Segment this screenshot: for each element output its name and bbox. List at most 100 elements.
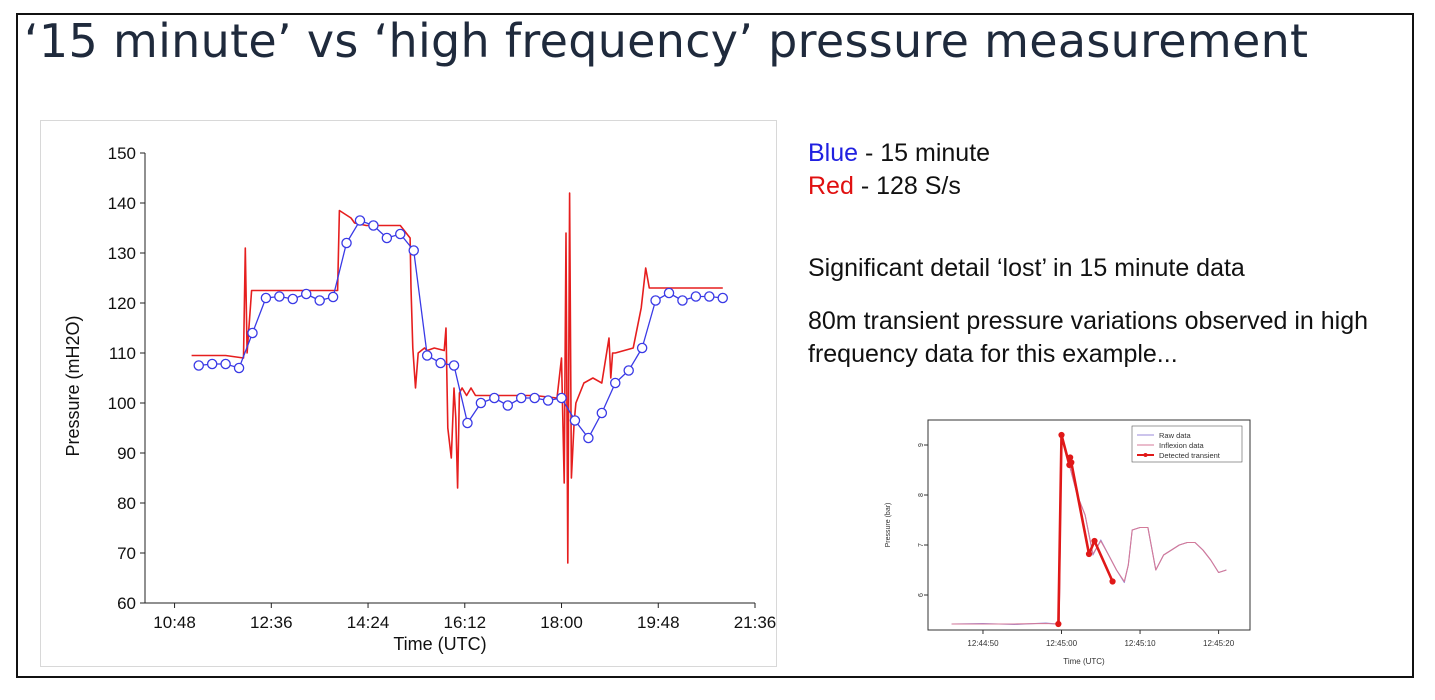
notes: Significant detail ‘lost’ in 15 minute d… xyxy=(808,252,1398,391)
series-blue-point xyxy=(327,291,339,303)
inset-y-tick-label: 6 xyxy=(918,593,925,597)
y-tick-label: 100 xyxy=(108,394,136,413)
legend-red-word: Red xyxy=(808,172,854,200)
y-tick-label: 120 xyxy=(108,294,136,313)
inset-x-tick-label: 12:45:10 xyxy=(1124,639,1156,648)
series-blue-point xyxy=(704,291,715,302)
series-blue-point xyxy=(502,400,514,411)
note-detail-lost: Significant detail ‘lost’ in 15 minute d… xyxy=(808,254,1245,282)
x-tick-label: 18:00 xyxy=(540,613,583,632)
series-blue-point xyxy=(623,365,634,376)
x-tick-label: 19:48 xyxy=(637,613,680,632)
y-axis-title: Pressure (mH2O) xyxy=(63,315,83,456)
series-blue-point xyxy=(489,392,500,404)
inset-transient-point xyxy=(1067,454,1074,461)
series-blue-point xyxy=(569,415,581,426)
inset-y-tick-label: 9 xyxy=(918,443,925,447)
inset-legend-label: Detected transient xyxy=(1159,451,1221,460)
y-tick-label: 70 xyxy=(117,544,136,563)
inset-series-line-raw xyxy=(951,433,1227,626)
inset-transient-point xyxy=(1091,537,1098,545)
series-blue-point xyxy=(650,295,661,306)
series-blue-point xyxy=(556,392,567,404)
series-blue-point xyxy=(435,357,446,369)
legend-blue-word: Blue xyxy=(808,139,859,167)
y-tick-label: 90 xyxy=(117,444,136,463)
series-blue-point xyxy=(475,397,487,409)
series-blue-point xyxy=(260,292,272,304)
inset-y-axis-title: Pressure (bar) xyxy=(885,503,892,548)
series-blue-line xyxy=(198,219,723,440)
legend-red-description: - 128 S/s xyxy=(853,172,961,200)
inset-x-tick-label: 12:45:20 xyxy=(1203,639,1235,648)
inset-series-line-transient xyxy=(1057,433,1114,625)
x-tick-label: 14:24 xyxy=(347,613,390,632)
series-blue-point xyxy=(408,245,419,256)
series-blue-point xyxy=(206,358,218,370)
x-tick-label: 12:36 xyxy=(250,613,293,632)
series-blue-point xyxy=(529,392,540,404)
series-blue-point xyxy=(233,362,245,374)
inset-transient-point xyxy=(1068,459,1075,466)
series-blue-point xyxy=(515,392,527,404)
x-axis-title: Time (UTC) xyxy=(393,634,486,654)
series-blue-point xyxy=(421,350,433,361)
inset-series-line-inflexion xyxy=(951,434,1227,625)
series-blue-point xyxy=(542,395,554,406)
series-blue-point xyxy=(287,293,299,305)
series-blue-point xyxy=(368,220,379,231)
series-blue-point xyxy=(462,417,473,429)
series-blue-point xyxy=(314,295,325,306)
series-blue-point xyxy=(596,407,608,419)
x-tick-label: 10:48 xyxy=(153,613,196,632)
note-transient: 80m transient pressure variations observ… xyxy=(808,307,1369,368)
series-blue-point xyxy=(300,288,312,300)
inset-transient-point xyxy=(1058,431,1065,439)
inset-x-tick-label: 12:45:00 xyxy=(1046,639,1078,648)
legend-line-red: Red - 128 S/s xyxy=(808,170,990,203)
color-legend: Blue - 15 minute Red - 128 S/s xyxy=(808,137,990,203)
series-blue-point xyxy=(247,327,258,339)
inset-chart-svg: 6 7 8 9 12:44:50 12:45:00 12:45:10 12:45:20 Time… xyxy=(885,419,1251,666)
series-blue-point xyxy=(448,360,460,371)
series-blue-point xyxy=(193,360,204,371)
inset-legend-label: Raw data xyxy=(1159,431,1192,440)
inset-transient-point xyxy=(1109,578,1116,585)
series-blue-point xyxy=(717,292,729,304)
inset-y-tick-label: 8 xyxy=(918,493,925,497)
main-pressure-chart: 60 70 80 90 100 110 120 130 140 150 10:48 12:36 14:2… xyxy=(40,120,777,667)
series-blue-point xyxy=(354,215,366,226)
y-tick-label: 150 xyxy=(108,144,136,163)
main-chart-svg: 60 70 80 90 100 110 120 130 140 150 10:48 12:36 14:2… xyxy=(63,144,776,654)
legend-blue-description: - 15 minute xyxy=(858,139,991,167)
inset-transient-point xyxy=(1055,620,1062,628)
series-blue-point xyxy=(395,228,406,240)
series-blue-point xyxy=(381,232,393,244)
legend-line-blue: Blue - 15 minute xyxy=(808,137,990,170)
slide-title: ‘15 minute’ vs ‘high frequency’ pressure… xyxy=(24,14,1309,68)
x-tick-label: 16:12 xyxy=(444,613,487,632)
series-blue-point xyxy=(677,295,688,306)
y-tick-label: 60 xyxy=(117,594,136,613)
y-tick-label: 110 xyxy=(109,344,136,363)
inset-legend-marker xyxy=(1143,453,1148,457)
inset-legend-label: Inflexion data xyxy=(1159,441,1204,450)
series-blue-point xyxy=(690,291,702,302)
y-tick-label: 130 xyxy=(108,244,136,263)
inset-x-tick-label: 12:44:50 xyxy=(967,639,999,648)
inset-y-tick-label: 7 xyxy=(918,543,925,547)
x-tick-label: 21:36 xyxy=(734,613,776,632)
series-blue-point xyxy=(220,358,231,370)
series-blue-point xyxy=(636,342,648,354)
y-tick-label: 80 xyxy=(117,494,136,513)
series-blue-point xyxy=(663,287,675,299)
series-blue-point xyxy=(341,237,352,249)
series-blue-point xyxy=(274,291,285,302)
series-blue-point xyxy=(583,432,594,444)
series-blue-point xyxy=(610,377,621,389)
transient-inset-chart: 6 7 8 9 12:44:50 12:45:00 12:45:10 12:45:20 Time… xyxy=(856,408,1254,670)
y-tick-label: 140 xyxy=(108,194,136,213)
inset-x-axis-title: Time (UTC) xyxy=(1063,657,1105,666)
inset-transient-point xyxy=(1085,550,1093,558)
inset-plot-frame xyxy=(927,419,1251,631)
